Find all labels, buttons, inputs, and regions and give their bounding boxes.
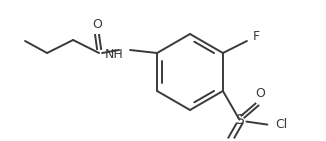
Text: NH: NH bbox=[104, 49, 123, 61]
Text: Cl: Cl bbox=[275, 118, 288, 131]
Text: S: S bbox=[235, 113, 244, 127]
Text: O: O bbox=[92, 17, 102, 30]
Text: F: F bbox=[253, 30, 260, 44]
Text: O: O bbox=[256, 87, 265, 100]
